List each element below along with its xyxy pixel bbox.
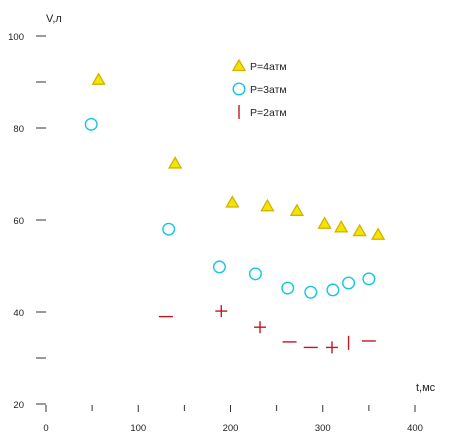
legend-item: P=2атм [238, 105, 287, 119]
legend-label: P=4атм [250, 61, 287, 73]
data-point [370, 227, 386, 240]
data-point [304, 285, 318, 299]
data-point [168, 156, 183, 169]
y-ticks: 20 40 60 80 100 [8, 32, 46, 411]
circle-marker [212, 260, 226, 274]
y-tick-label: 100 [8, 32, 24, 43]
x-axis-label: t,мс [416, 382, 436, 394]
y-tick-label: 60 [13, 216, 24, 227]
data-point [212, 260, 226, 274]
y-tick-label: 40 [13, 308, 24, 319]
data-point [215, 305, 228, 318]
data-point [342, 276, 356, 290]
series-2 [84, 117, 376, 299]
data-point [334, 220, 349, 233]
series-3 [158, 305, 376, 354]
data-marks [84, 72, 386, 354]
triangle-marker [317, 216, 332, 229]
data-point [260, 198, 275, 212]
data-point [84, 117, 98, 131]
y-tick-label: 20 [13, 400, 24, 411]
data-point [289, 203, 305, 216]
circle-marker [326, 283, 340, 297]
legend-item: P=3атм [232, 82, 287, 96]
x-ticks: 0 100 200 300 400 [43, 405, 423, 434]
x-tick-label: 300 [315, 423, 331, 434]
triangle-marker [91, 72, 106, 85]
data-point [325, 341, 338, 354]
data-point [352, 223, 367, 237]
data-point [162, 222, 176, 236]
x-tick-label: 0 [43, 423, 48, 434]
triangle-marker [225, 195, 240, 208]
circle-marker [342, 276, 356, 290]
circle-marker [362, 272, 376, 286]
data-point [362, 272, 376, 286]
axes: V,л t,мс [46, 13, 436, 394]
data-point [326, 283, 340, 297]
data-point [281, 281, 295, 295]
series-1 [91, 72, 386, 240]
circle-marker [248, 267, 262, 281]
x-tick-label: 200 [223, 423, 239, 434]
triangle-marker [231, 58, 247, 72]
triangle-marker [334, 220, 349, 233]
triangle-marker [352, 223, 367, 237]
triangle-marker [289, 203, 305, 216]
legend-label: P=3атм [250, 84, 287, 96]
legend: P=4атм P=3атм P=2атм [231, 58, 287, 119]
legend-label: P=2атм [250, 107, 287, 119]
triangle-marker [168, 156, 183, 169]
data-point [248, 267, 262, 281]
y-tick-label: 80 [13, 124, 24, 135]
data-point [254, 321, 267, 334]
circle-marker [232, 82, 246, 96]
circle-marker [304, 285, 318, 299]
data-point [317, 216, 332, 229]
circle-marker [84, 117, 98, 131]
triangle-marker [370, 227, 386, 240]
legend-marker [231, 58, 247, 72]
triangle-marker [260, 198, 275, 212]
circle-marker [281, 281, 295, 295]
data-point [225, 195, 240, 208]
x-tick-label: 100 [130, 423, 146, 434]
data-point [91, 72, 106, 85]
legend-item: P=4атм [231, 58, 287, 73]
y-axis-label: V,л [46, 13, 62, 25]
legend-marker [232, 82, 246, 96]
circle-marker [162, 222, 176, 236]
x-tick-label: 400 [407, 423, 423, 434]
